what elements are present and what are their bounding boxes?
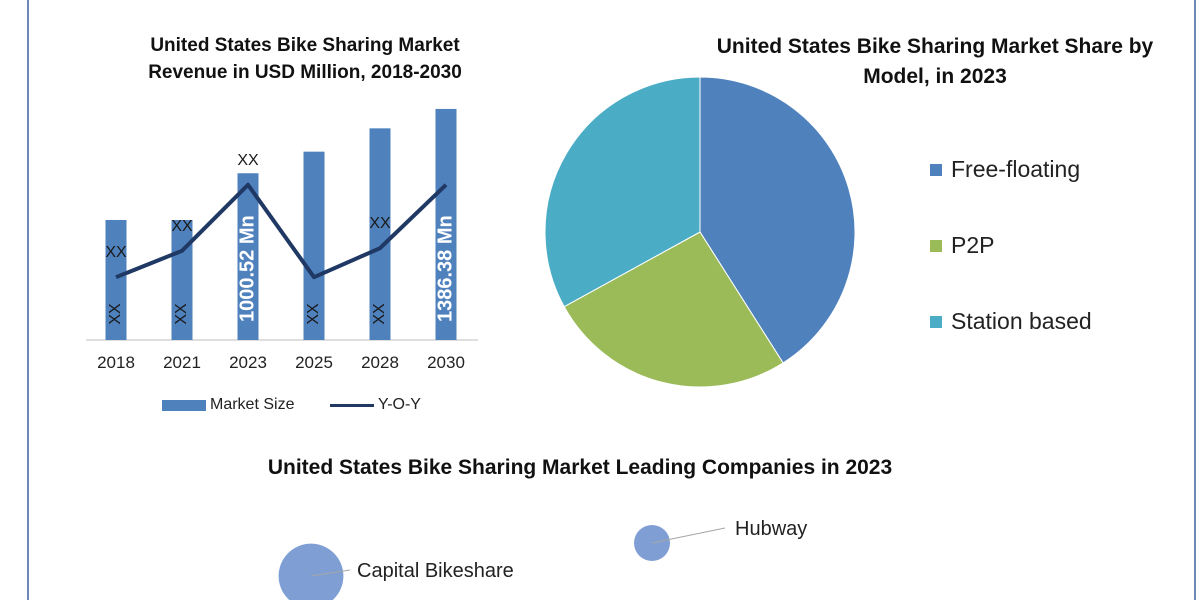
legend-market-size: Market Size — [162, 396, 294, 414]
bar-2030 — [435, 108, 457, 340]
yoy-series-line — [115, 182, 448, 280]
revenue-chart-title: United States Bike Sharing Market Revenu… — [148, 35, 462, 83]
legend-station-based: Station based — [930, 308, 1092, 335]
bar-data-label-2028: XX — [371, 303, 388, 325]
bubble-label-hubway: Hubway — [735, 518, 807, 540]
legend-free-floating-swatch — [930, 163, 942, 176]
frame-border-left — [27, 0, 29, 600]
legend-station-based-label: Station based — [951, 308, 1092, 334]
bubble-leader-capital-bikeshare — [310, 569, 351, 577]
bar-2025 — [303, 151, 325, 340]
companies-bubble-chart: Hubway Capital Bikeshare — [278, 518, 807, 600]
bar-data-label-2023: 1000.52 Mn — [236, 215, 258, 322]
legend-p2p-swatch — [930, 239, 942, 252]
bubble-leader-hubway — [651, 527, 726, 544]
bar-2023 — [237, 173, 259, 340]
x-tick-2025: 2025 — [295, 353, 333, 372]
bar-2018 — [105, 220, 127, 340]
legend-yoy-label: Y-O-Y — [378, 396, 421, 413]
yoy-data-label-2021: XX — [171, 218, 193, 235]
legend-free-floating: Free-floating — [930, 156, 1080, 183]
x-tick-2030: 2030 — [427, 353, 465, 372]
x-tick-2023: 2023 — [229, 353, 267, 372]
legend-p2p-label: P2P — [951, 232, 995, 258]
bar-data-label-2018: XX — [107, 303, 124, 325]
yoy-data-label-2018: XX — [105, 244, 127, 261]
legend-line-swatch — [330, 403, 374, 407]
companies-chart-title: United States Bike Sharing Market Leadin… — [267, 456, 893, 479]
bar-2021 — [171, 220, 193, 340]
bar-2028 — [369, 128, 391, 340]
pie-slice-free-floating — [699, 76, 856, 364]
bubble-label-capital-bikeshare: Capital Bikeshare — [357, 560, 514, 582]
legend-yoy: Y-O-Y — [330, 396, 421, 414]
x-tick-2028: 2028 — [361, 353, 399, 372]
legend-free-floating-label: Free-floating — [951, 156, 1081, 182]
legend-bar-swatch — [162, 399, 206, 411]
bar-data-label-2021: XX — [173, 303, 190, 325]
bar-data-label-2030: 1386.38 Mn — [434, 215, 456, 322]
share-chart-title: United States Bike Sharing Market Share … — [716, 35, 1154, 88]
x-tick-2018: 2018 — [97, 353, 135, 372]
share-pie-chart — [544, 76, 856, 388]
bubble-capital-bikeshare — [278, 543, 344, 600]
yoy-data-label-2028: XX — [369, 215, 391, 232]
yoy-data-label-2023: XX — [237, 152, 259, 169]
pie-slice-p2p — [563, 231, 784, 388]
revenue-chart: 2018 XX 2021 XX 2023 1000.52 Mn 2025 XX 2028 XX 20… — [86, 108, 478, 372]
legend-market-size-label: Market Size — [210, 396, 295, 413]
pie-slice-station-based — [544, 76, 701, 308]
legend-p2p: P2P — [930, 232, 994, 259]
frame-border-right — [1194, 0, 1196, 600]
x-tick-2021: 2021 — [163, 353, 201, 372]
legend-station-based-swatch — [930, 315, 942, 328]
bar-data-label-2025: XX — [305, 303, 322, 325]
